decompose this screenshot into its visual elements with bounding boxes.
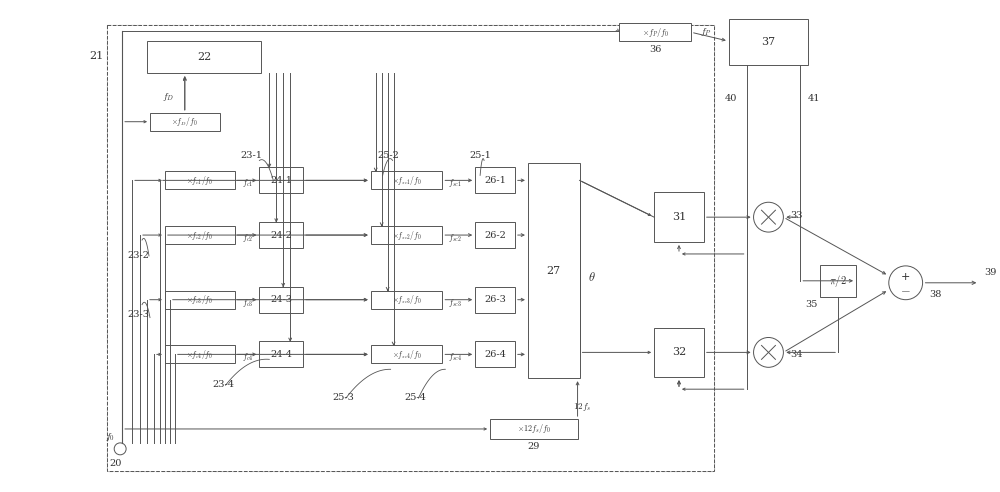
Text: $f_0$: $f_0$ <box>105 431 115 443</box>
Text: 25-3: 25-3 <box>332 393 354 401</box>
Text: $f_{sc3}$: $f_{sc3}$ <box>448 297 462 308</box>
Circle shape <box>114 443 126 455</box>
Text: 26-1: 26-1 <box>484 176 506 185</box>
Bar <box>259 287 303 312</box>
Bar <box>259 167 303 193</box>
Text: 27: 27 <box>547 266 561 276</box>
Text: $f_{sc4}$: $f_{sc4}$ <box>448 351 462 364</box>
Text: 25-2: 25-2 <box>378 151 400 160</box>
Text: $\times f_{c1}/f_0$: $\times f_{c1}/f_0$ <box>186 174 213 187</box>
Bar <box>528 163 580 378</box>
Bar <box>475 222 515 248</box>
Text: 36: 36 <box>649 45 661 54</box>
Bar <box>147 41 261 73</box>
Circle shape <box>754 338 783 368</box>
Text: $\times f_{sc4}/f_0$: $\times f_{sc4}/f_0$ <box>392 348 421 361</box>
Text: $\times f_{c2}/f_0$: $\times f_{c2}/f_0$ <box>186 229 213 242</box>
Text: $\theta$: $\theta$ <box>588 271 595 284</box>
Text: 23-3: 23-3 <box>127 310 149 319</box>
Bar <box>654 192 704 242</box>
Bar <box>371 171 442 189</box>
Text: 32: 32 <box>672 347 686 357</box>
Text: 31: 31 <box>672 212 686 222</box>
Text: $\times 12f_s/f_0$: $\times 12f_s/f_0$ <box>517 423 551 435</box>
Text: $\times f_{sc3}/f_0$: $\times f_{sc3}/f_0$ <box>392 293 421 306</box>
Bar <box>475 341 515 368</box>
Text: $\times f_{c4}/f_0$: $\times f_{c4}/f_0$ <box>186 348 213 361</box>
Bar <box>165 226 235 244</box>
Bar <box>107 25 714 471</box>
Text: $\times f_{c3}/f_0$: $\times f_{c3}/f_0$ <box>186 293 213 306</box>
Text: $\times f_{sc1}/f_0$: $\times f_{sc1}/f_0$ <box>392 174 421 187</box>
Text: $\pi/2$: $\pi/2$ <box>829 273 847 289</box>
Text: $f_{c2}$: $f_{c2}$ <box>242 232 253 244</box>
Text: 21: 21 <box>89 51 103 61</box>
Bar <box>259 222 303 248</box>
Text: 37: 37 <box>761 37 776 47</box>
Bar <box>259 341 303 368</box>
Circle shape <box>754 202 783 232</box>
Text: 40: 40 <box>724 94 737 103</box>
Bar <box>619 23 691 41</box>
Bar <box>165 171 235 189</box>
Text: $\times f_D/f_0$: $\times f_D/f_0$ <box>171 115 198 128</box>
Text: 26-2: 26-2 <box>484 231 506 240</box>
Bar <box>107 25 714 471</box>
Text: 38: 38 <box>930 290 942 299</box>
Text: 26-3: 26-3 <box>484 295 506 304</box>
Bar <box>490 419 578 439</box>
Text: $\times f_P/f_0$: $\times f_P/f_0$ <box>642 26 669 39</box>
Text: 24-1: 24-1 <box>270 176 292 185</box>
Text: $f_{sc1}$: $f_{sc1}$ <box>448 177 462 189</box>
Text: 25-1: 25-1 <box>469 151 491 160</box>
Text: 25-4: 25-4 <box>405 393 426 401</box>
Text: 29: 29 <box>528 442 540 451</box>
Text: $f_{c1}$: $f_{c1}$ <box>242 177 253 189</box>
Text: 26-4: 26-4 <box>484 350 506 359</box>
Text: 20: 20 <box>109 459 121 468</box>
Text: 23-2: 23-2 <box>127 251 149 260</box>
Text: 24-3: 24-3 <box>270 295 292 304</box>
Text: +: + <box>901 272 910 282</box>
Bar <box>150 113 220 131</box>
Text: 34: 34 <box>790 350 803 359</box>
Text: $f_{c4}$: $f_{c4}$ <box>242 351 253 364</box>
Text: 24-4: 24-4 <box>270 350 292 359</box>
Text: 39: 39 <box>984 268 997 277</box>
Text: 23-1: 23-1 <box>240 151 262 160</box>
Text: $f_D$: $f_D$ <box>162 91 174 103</box>
Text: 41: 41 <box>808 94 821 103</box>
Text: $f_{c3}$: $f_{c3}$ <box>242 297 253 308</box>
Text: 33: 33 <box>790 211 803 219</box>
Text: 24-2: 24-2 <box>270 231 292 240</box>
Text: $f_{sc2}$: $f_{sc2}$ <box>448 232 462 244</box>
Text: 23-4: 23-4 <box>213 380 235 389</box>
Bar <box>165 291 235 308</box>
Text: $-$: $-$ <box>900 283 911 296</box>
Text: $\times f_{sc2}/f_0$: $\times f_{sc2}/f_0$ <box>392 229 421 242</box>
Bar <box>475 287 515 312</box>
Bar <box>654 328 704 377</box>
Bar <box>820 265 856 297</box>
Text: $12f_s$: $12f_s$ <box>573 401 592 413</box>
Bar <box>371 291 442 308</box>
Bar <box>371 226 442 244</box>
Bar <box>165 345 235 363</box>
Bar <box>475 167 515 193</box>
Circle shape <box>889 266 923 300</box>
Text: 22: 22 <box>197 52 211 62</box>
Bar <box>371 345 442 363</box>
Text: 35: 35 <box>805 300 817 309</box>
Bar <box>729 19 808 65</box>
Text: $f_P$: $f_P$ <box>700 26 712 38</box>
